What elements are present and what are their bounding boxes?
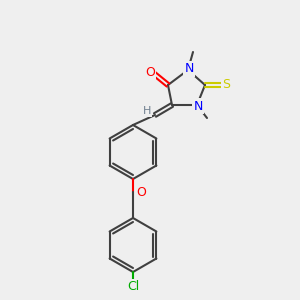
Text: S: S xyxy=(222,79,230,92)
Text: N: N xyxy=(184,62,194,76)
Text: H: H xyxy=(143,106,151,116)
Text: Cl: Cl xyxy=(127,280,139,293)
Text: O: O xyxy=(136,185,146,199)
Text: O: O xyxy=(145,65,155,79)
Text: N: N xyxy=(193,100,203,112)
